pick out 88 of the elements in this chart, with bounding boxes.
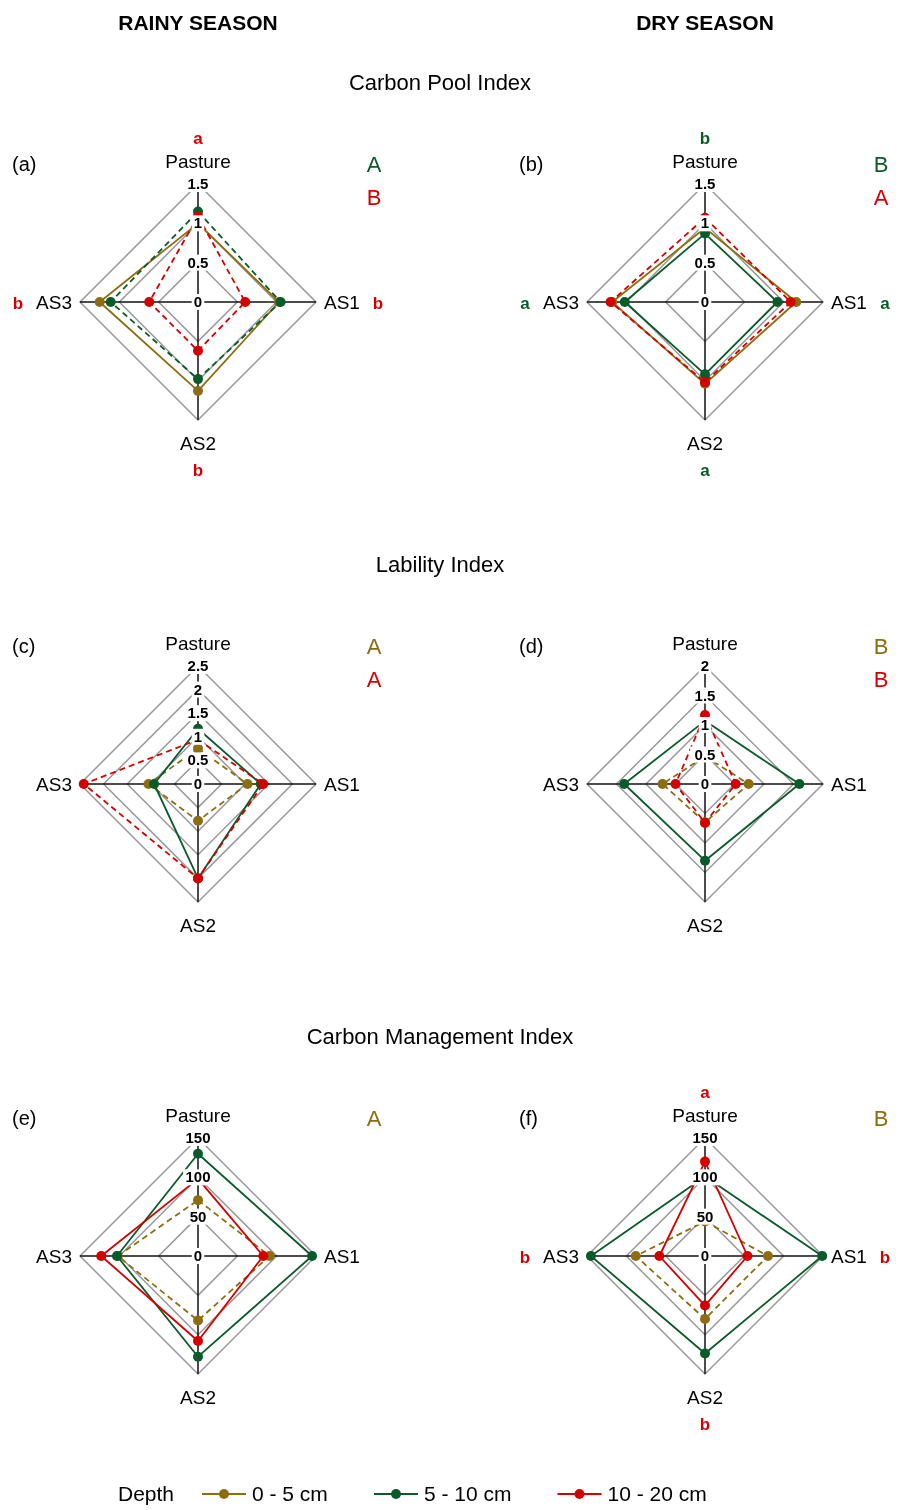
spoke-label: AS1 [831,1246,867,1267]
text: A [366,634,382,659]
text: Carbon Management Index [306,1024,574,1049]
text: (c) [12,635,36,657]
text: (d) [519,635,544,657]
y-tick-label: 1.5 [187,704,209,722]
spoke-label: Pasture [165,633,231,654]
y-tick-label: 50 [696,1207,714,1225]
y-tick-label: 1.5 [694,686,716,704]
y-tick-label: 1 [700,214,710,232]
y-tick-label: 0 [700,293,710,310]
y-tick-label: 100 [692,1168,718,1186]
text: A [873,185,889,210]
text: b [192,461,204,480]
y-tick-label: 100 [185,1168,211,1186]
y-tick-label: 150 [692,1129,718,1146]
y-tick-label: 2 [193,680,203,698]
y-tick-label: 1.5 [694,175,716,192]
y-tick-label: 0.5 [694,745,716,763]
y-tick-label: 0.5 [187,253,209,271]
spoke-label: Pasture [165,1105,231,1126]
text: a [193,129,203,148]
legend-label: 10 - 20 cm [607,1482,707,1505]
text: Carbon Pool Index [348,70,532,95]
spoke-label: Pasture [165,151,231,172]
spoke-label: AS1 [324,292,360,313]
y-tick-label: 2 [700,657,710,674]
text: A [366,152,382,177]
chart-title: RAINY SEASON [118,11,278,34]
text: (e) [12,1107,37,1129]
y-tick-label: 0 [193,775,203,792]
chart-title: DRY SEASON [636,11,774,34]
spoke-label: AS2 [180,915,216,936]
text: b [12,294,24,313]
y-tick-label: 0.5 [694,253,716,271]
text: a [520,294,530,313]
y-tick-label: 150 [185,1129,211,1146]
text: b [879,1248,891,1267]
spoke-label: AS1 [831,774,867,795]
spoke-label: AS1 [324,774,360,795]
text: B [366,185,382,210]
spoke-label: AS2 [687,915,723,936]
y-tick-label: 1.5 [187,175,209,192]
spoke-label: Pasture [672,151,738,172]
text: A [366,667,382,692]
text: A [366,1106,382,1131]
y-tick-label: 0 [700,775,710,792]
text: (a) [12,153,37,175]
spoke-label: AS2 [180,1387,216,1408]
text: b [699,129,711,148]
spoke-label: AS3 [36,1246,72,1267]
text: (b) [519,153,544,175]
spoke-label: AS3 [543,774,579,795]
legend-label: 5 - 10 cm [424,1482,512,1505]
text: B [873,1106,889,1131]
text: b [699,1415,711,1434]
spoke-label: AS3 [543,292,579,313]
text: b [519,1248,531,1267]
text: a [880,294,890,313]
spoke-label: Pasture [672,1105,738,1126]
spoke-label: AS2 [687,1387,723,1408]
y-tick-label: 1 [193,727,203,745]
y-tick-label: 1 [700,716,710,733]
y-tick-label: 1 [193,214,203,232]
text: (f) [519,1107,538,1129]
text: B [873,667,889,692]
spoke-label: AS3 [36,774,72,795]
y-tick-label: 50 [189,1207,207,1225]
legend-label: 0 - 5 cm [252,1482,328,1505]
text: a [700,1083,710,1102]
spoke-label: Pasture [672,633,738,654]
text: a [700,461,710,480]
y-tick-label: 2.5 [187,657,209,674]
spoke-label: AS2 [180,433,216,454]
y-tick-label: 0 [193,293,203,310]
spoke-label: AS3 [36,292,72,313]
text: B [873,634,889,659]
spoke-label: AS2 [687,433,723,454]
text: b [372,294,384,313]
text: Lability Index [375,552,505,577]
y-tick-label: 0 [700,1247,710,1264]
spoke-label: AS1 [831,292,867,313]
spoke-label: AS1 [324,1246,360,1267]
legend-title: Depth [118,1482,175,1505]
text: B [873,152,889,177]
spoke-label: AS3 [543,1246,579,1267]
y-tick-label: 0 [193,1247,203,1264]
y-tick-label: 0.5 [187,751,209,769]
